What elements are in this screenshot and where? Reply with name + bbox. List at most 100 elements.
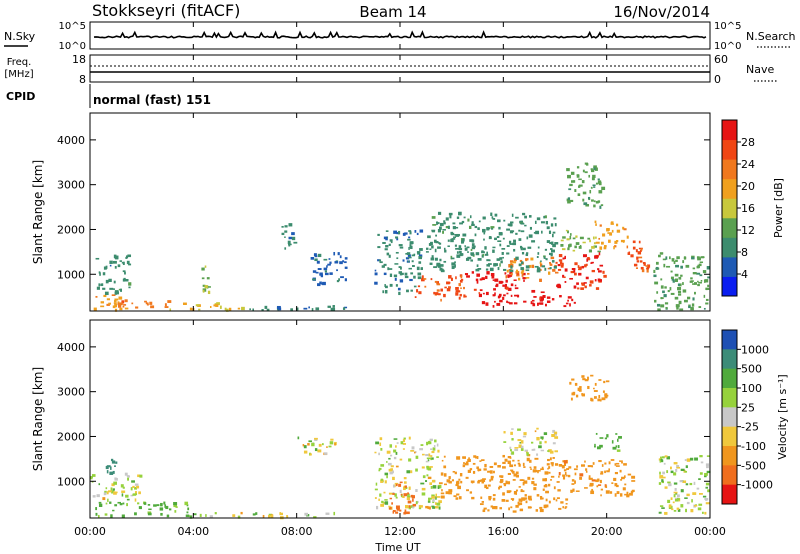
data-cell [398,230,401,235]
data-cell [318,443,322,447]
data-cell [509,260,514,263]
data-cell [215,304,219,307]
data-cell [462,464,466,468]
data-cell [686,458,691,462]
data-cell [290,308,293,311]
data-cell [413,285,417,288]
data-cell [511,451,515,455]
data-cell [501,251,504,255]
data-cell [378,452,380,456]
data-cell [577,287,580,290]
data-cell [600,471,604,474]
data-cell [578,245,582,249]
data-cell [430,278,433,281]
data-cell [464,462,469,466]
data-cell [558,507,562,510]
data-cell [288,223,293,227]
data-cell [594,382,597,386]
data-cell [696,256,700,259]
data-cell [609,491,613,494]
data-cell [616,229,621,233]
data-cell [397,287,401,291]
data-cell [675,492,678,495]
data-cell [591,465,594,468]
data-cell [315,271,319,274]
data-cell [539,495,543,499]
data-cell [472,462,476,465]
data-cell [525,497,527,500]
data-cell [663,294,667,298]
data-cell [561,465,565,469]
data-cell [583,282,587,284]
data-cell [565,229,568,232]
data-cell [536,427,539,430]
data-cell [492,249,495,253]
data-cell [396,507,400,511]
data-cell [502,296,505,300]
data-cell [569,235,572,240]
data-cell [431,255,434,259]
freq-label-line1: Freq. [7,57,32,68]
data-cell [540,297,544,301]
data-cell [514,287,519,290]
data-cell [471,243,475,247]
data-cell [461,220,465,224]
data-cell [553,486,556,490]
data-cell [187,507,190,511]
data-cell [596,485,599,488]
data-cell [556,497,560,500]
data-cell [593,396,597,399]
data-cell [317,449,322,453]
data-cell [437,222,440,225]
data-cell [489,259,491,262]
data-cell [380,479,384,483]
data-cell [643,263,646,266]
data-cell [153,504,157,507]
data-cell [408,230,412,232]
data-cell [409,231,412,235]
data-cell [173,501,178,506]
data-cell [530,257,534,261]
data-cell [597,484,602,486]
data-cell [468,225,472,229]
data-cell [647,264,651,268]
data-cell [585,204,590,207]
data-cell [431,479,436,483]
data-cell [114,298,119,301]
data-cell [241,306,245,311]
data-cell [489,470,493,474]
data-cell [404,509,407,513]
data-cell [539,302,544,305]
data-cell [124,271,126,275]
data-cell [518,463,521,467]
data-cell [614,471,618,475]
data-cell [325,512,330,515]
data-cell [437,486,440,489]
data-cell [679,308,684,311]
data-cell [406,252,411,255]
data-cell [536,256,539,258]
data-cell [322,443,324,446]
data-cell [398,266,402,269]
data-cell [582,191,587,195]
data-cell [591,261,594,264]
data-cell [617,438,619,442]
data-cell [544,471,549,475]
data-cell [481,277,485,281]
data-cell [431,494,435,498]
data-cell [543,215,546,219]
data-cell [578,185,581,188]
data-cell [408,486,411,490]
data-cell [374,497,377,499]
data-cell [410,247,413,249]
data-cell [570,180,574,183]
data-cell [560,264,564,268]
data-cell [392,493,395,495]
data-cell [539,441,542,445]
data-cell [630,254,634,258]
data-cell [525,500,528,504]
range-tick-label: 2000 [57,430,85,443]
data-cell [521,273,524,277]
data-cell [284,230,288,233]
